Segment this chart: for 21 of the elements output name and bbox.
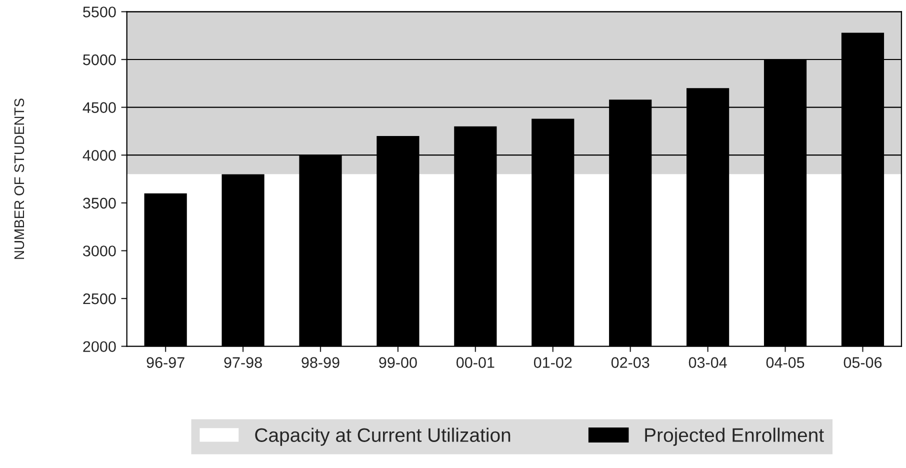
- y-tick-label: 2500: [83, 293, 116, 304]
- y-tick-label: 5500: [83, 6, 116, 18]
- x-tick-label: 99-00: [379, 357, 417, 368]
- legend-label: Projected Enrollment: [645, 428, 824, 446]
- x-tick-label: 96-97: [146, 357, 184, 368]
- y-tick-label: 3000: [83, 246, 116, 256]
- y-tick-label: 5000: [83, 54, 116, 66]
- x-tick-label: 01-02: [534, 357, 572, 368]
- x-tick-label: 00-01: [456, 357, 494, 368]
- y-tick-label: 4000: [82, 150, 116, 161]
- x-tick-label: 02-03: [611, 357, 650, 368]
- y-tick-label: 4500: [82, 102, 116, 113]
- x-tick-label: 05-06: [844, 357, 882, 368]
- x-tick-label: 04-05: [766, 357, 804, 368]
- y-axis-title: NUMBER OF STUDENTS: [14, 98, 24, 259]
- x-tick-label: 03-04: [688, 357, 727, 368]
- x-tick-label: 97-98: [224, 357, 262, 368]
- x-tick-label: 98-99: [302, 357, 340, 368]
- y-tick-label: 3500: [83, 198, 116, 209]
- y-tick-label: 2000: [83, 341, 116, 352]
- legend-label: Capacity at Current Utilization: [255, 428, 510, 446]
